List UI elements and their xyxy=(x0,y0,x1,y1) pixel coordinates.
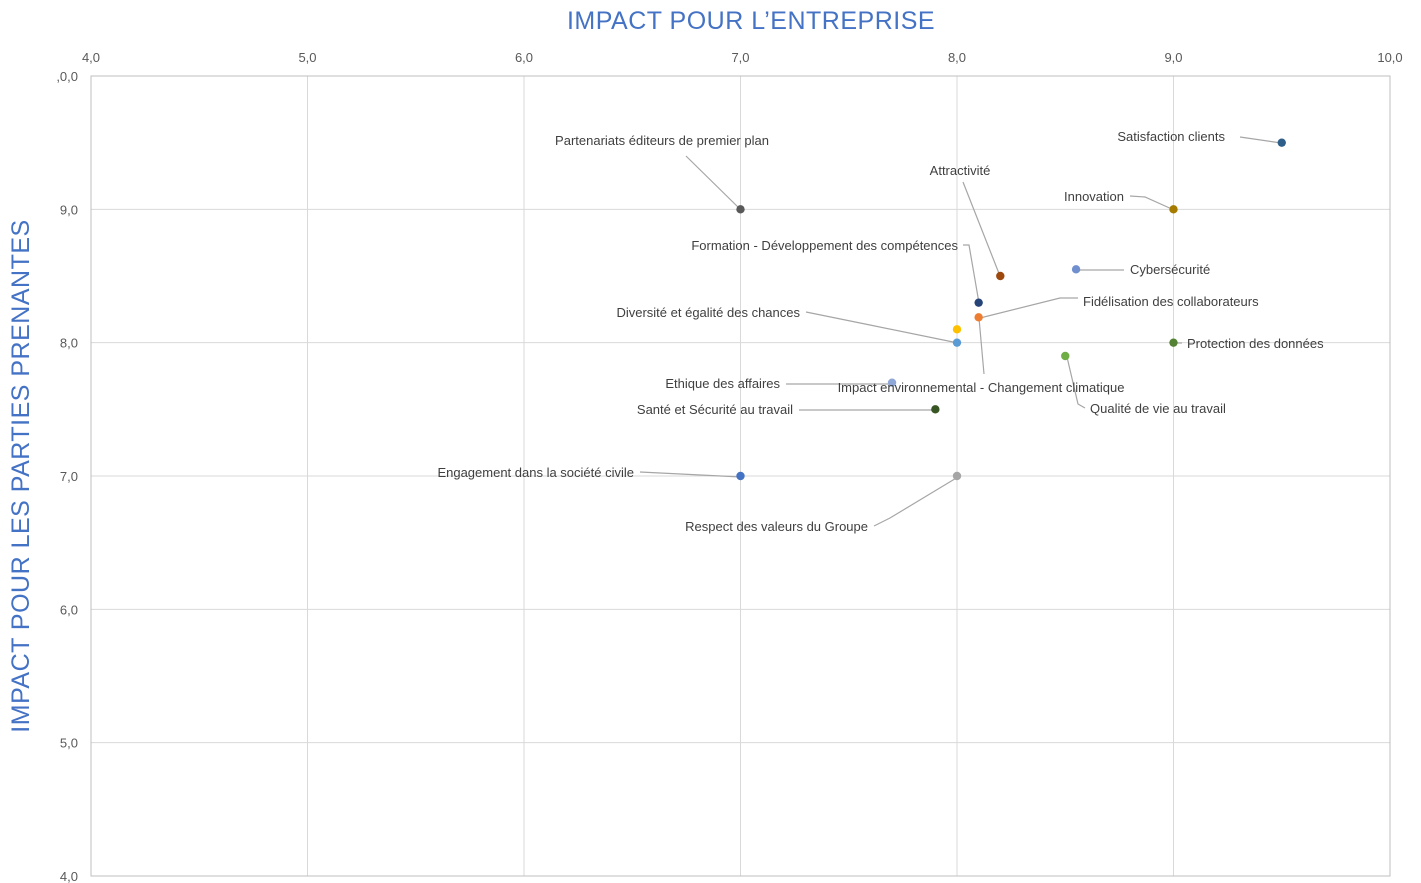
x-tick-label: 10,0 xyxy=(1377,50,1402,65)
y-tick-label: 5,0 xyxy=(60,736,78,751)
leader-line xyxy=(979,297,1078,319)
data-label: Diversité et égalité des chances xyxy=(616,305,800,320)
data-label: Ethique des affaires xyxy=(665,376,780,391)
x-tick-label: 9,0 xyxy=(1164,50,1182,65)
y-tick-label: 8,0 xyxy=(60,336,78,351)
data-label: Fidélisation des collaborateurs xyxy=(1083,294,1259,309)
leader-line xyxy=(1239,136,1282,144)
leader-line xyxy=(962,181,1001,277)
point-labels: Satisfaction clients Partenariats éditeur… xyxy=(437,129,1324,534)
x-axis-title: IMPACT POUR L’ENTREPRISE xyxy=(567,7,935,35)
data-label: Qualité de vie au travail xyxy=(1090,401,1226,416)
leader-line xyxy=(1129,195,1175,211)
data-point xyxy=(974,313,983,322)
data-label: Respect des valeurs du Groupe xyxy=(685,519,868,534)
data-point xyxy=(1061,351,1070,361)
tick-labels: 4,0 5,0 6,0 7,0 8,0 9,0 10,0 4,0 5,0 6,0 7,0 8,0 9,0… xyxy=(56,50,1402,883)
x-tick-label: 6,0 xyxy=(515,50,533,65)
data-label: Formation - Développement des compétence… xyxy=(691,238,958,253)
data-label: Attractivité xyxy=(930,163,991,178)
data-point xyxy=(1277,138,1286,147)
leader-line xyxy=(805,311,959,344)
data-label: Partenariats éditeurs de premier plan xyxy=(555,133,769,148)
leader-line xyxy=(963,244,980,304)
data-label: Satisfaction clients xyxy=(1117,129,1225,144)
data-point xyxy=(1071,265,1081,274)
leader-line xyxy=(685,155,742,211)
y-tick-label: ,0,0 xyxy=(56,69,78,84)
data-points xyxy=(736,138,1286,481)
x-tick-label: 5,0 xyxy=(298,50,316,65)
leader-line xyxy=(639,471,742,478)
data-point xyxy=(736,205,745,214)
data-label: Santé et Sécurité au travail xyxy=(637,402,793,417)
leader-line xyxy=(873,476,959,527)
y-tick-label: 7,0 xyxy=(60,469,78,484)
data-point xyxy=(952,471,962,481)
y-tick-label: 9,0 xyxy=(60,202,78,217)
y-axis-title: IMPACT POUR LES PARTIES PRENANTES xyxy=(7,219,35,732)
x-tick-label: 8,0 xyxy=(948,50,966,65)
data-label: Protection des données xyxy=(1187,336,1324,351)
x-tick-label: 7,0 xyxy=(731,50,749,65)
leader-line xyxy=(978,317,985,375)
data-point xyxy=(952,325,962,334)
data-point xyxy=(996,271,1005,281)
data-point xyxy=(1169,205,1178,214)
x-tick-label: 4,0 xyxy=(82,50,100,65)
data-label: Cybersécurité xyxy=(1130,262,1210,277)
plot-area xyxy=(90,75,1391,877)
data-label: Engagement dans la société civile xyxy=(437,465,634,480)
leader-line xyxy=(1066,356,1086,409)
data-label: Impact environnemental - Changement clim… xyxy=(838,380,1125,395)
y-tick-label: 4,0 xyxy=(60,869,78,883)
leader-lines xyxy=(639,136,1282,527)
data-point xyxy=(887,378,897,387)
data-point xyxy=(1169,338,1178,347)
y-tick-label: 6,0 xyxy=(60,602,78,617)
data-point xyxy=(974,298,983,307)
data-point xyxy=(736,471,745,481)
data-label: Innovation xyxy=(1064,189,1124,204)
data-point xyxy=(952,338,962,347)
data-point xyxy=(931,405,940,414)
